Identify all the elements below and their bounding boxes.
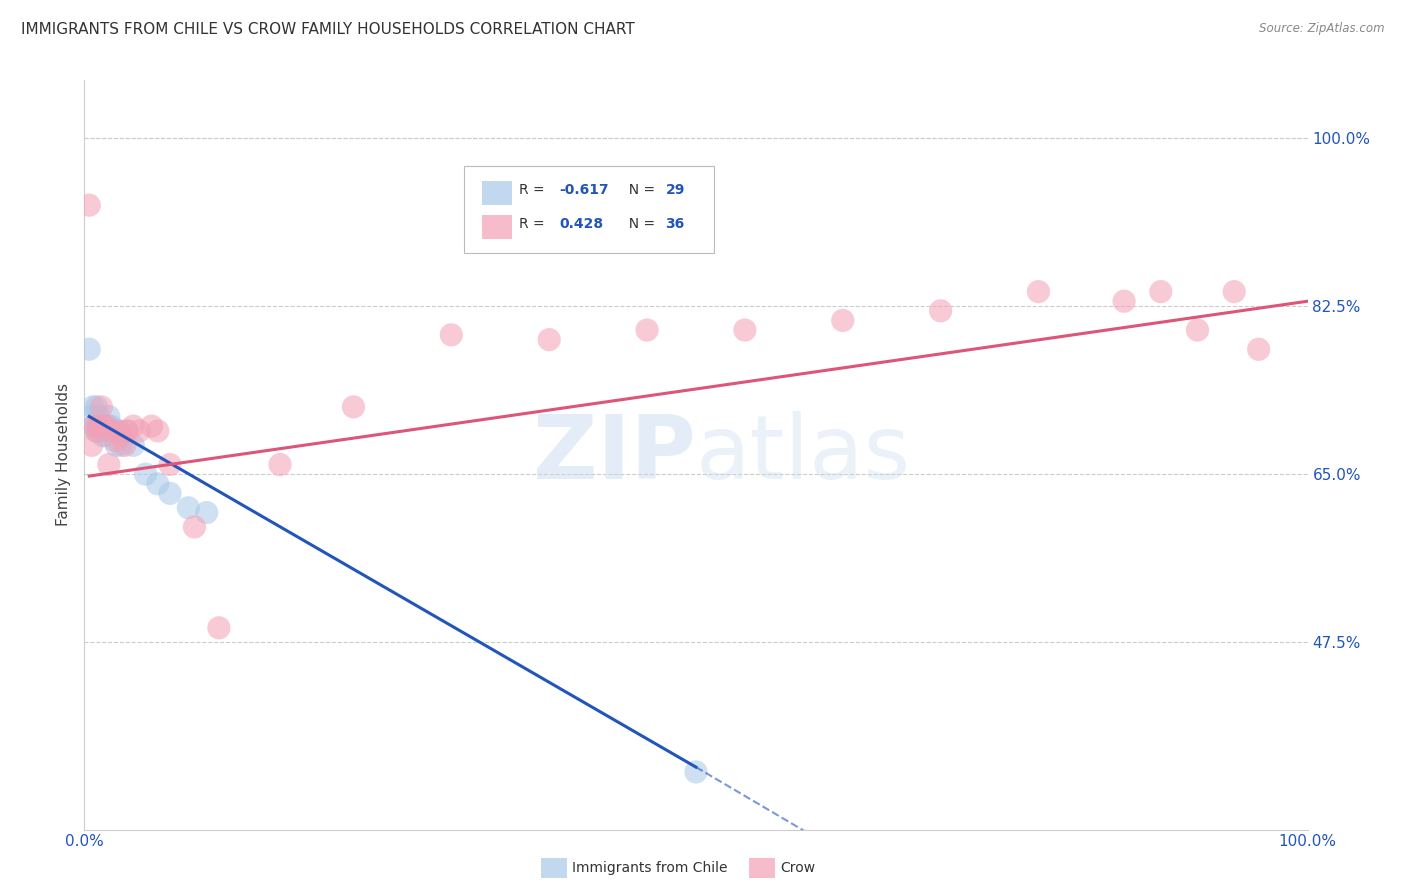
Point [77,198,100,212]
Point [100,424,122,438]
Point [1150,285,1173,299]
Text: Immigrants from Chile: Immigrants from Chile [572,861,728,875]
Point [84,424,107,438]
Point [93,419,115,434]
FancyBboxPatch shape [464,167,714,252]
Point [105,438,128,452]
Text: Source: ZipAtlas.com: Source: ZipAtlas.com [1260,22,1385,36]
Text: 29: 29 [665,184,685,197]
Point [115,424,138,438]
Text: IMMIGRANTS FROM CHILE VS CROW FAMILY HOUSEHOLDS CORRELATION CHART: IMMIGRANTS FROM CHILE VS CROW FAMILY HOU… [21,22,636,37]
Text: N =: N = [620,217,659,231]
Point [86,424,108,438]
Point [122,438,145,452]
Text: N =: N = [620,184,659,197]
Point [929,303,952,318]
Point [77,343,100,357]
Point [90,424,112,438]
Point [110,438,132,452]
Point [141,419,163,434]
Point [103,424,125,438]
Point [115,424,138,438]
Point [93,419,115,434]
Text: 0.428: 0.428 [560,217,603,231]
Point [1223,285,1246,299]
Point [831,313,853,327]
Point [107,424,129,438]
Point [128,424,150,438]
Point [1028,285,1050,299]
Point [183,520,205,534]
Point [1247,343,1270,357]
Point [91,428,114,442]
Text: R =: R = [519,184,548,197]
Point [734,323,756,337]
Text: Crow: Crow [780,861,815,875]
Point [97,419,120,434]
Point [440,327,463,342]
Point [86,400,108,414]
Point [80,438,103,452]
Point [159,458,181,472]
Point [107,424,129,438]
Point [96,419,118,434]
Point [87,419,110,434]
Point [80,409,103,424]
Point [87,419,110,434]
FancyBboxPatch shape [482,181,513,205]
Point [342,400,364,414]
Point [135,467,157,482]
Point [685,764,707,779]
Point [97,409,120,424]
Point [146,424,169,438]
Y-axis label: Family Households: Family Households [56,384,72,526]
Point [110,428,132,442]
Point [195,506,218,520]
Point [83,419,105,434]
Point [100,419,122,434]
Point [83,419,105,434]
FancyBboxPatch shape [482,215,513,239]
Point [97,458,120,472]
Point [82,400,104,414]
Point [104,434,127,448]
Point [177,500,200,515]
Point [1187,323,1209,337]
Text: R =: R = [519,217,548,231]
Point [146,476,169,491]
Point [159,486,181,500]
Point [636,323,658,337]
Point [1114,294,1136,309]
Text: atlas: atlas [696,411,911,499]
Point [89,419,111,434]
Point [538,333,561,347]
Text: 36: 36 [665,217,685,231]
Point [269,458,291,472]
Point [90,400,112,414]
Point [208,621,231,635]
Text: ZIP: ZIP [533,411,696,499]
Point [96,428,118,442]
Point [87,409,110,424]
Point [122,419,145,434]
Point [114,438,136,452]
Text: -0.617: -0.617 [560,184,609,197]
Point [94,424,117,438]
